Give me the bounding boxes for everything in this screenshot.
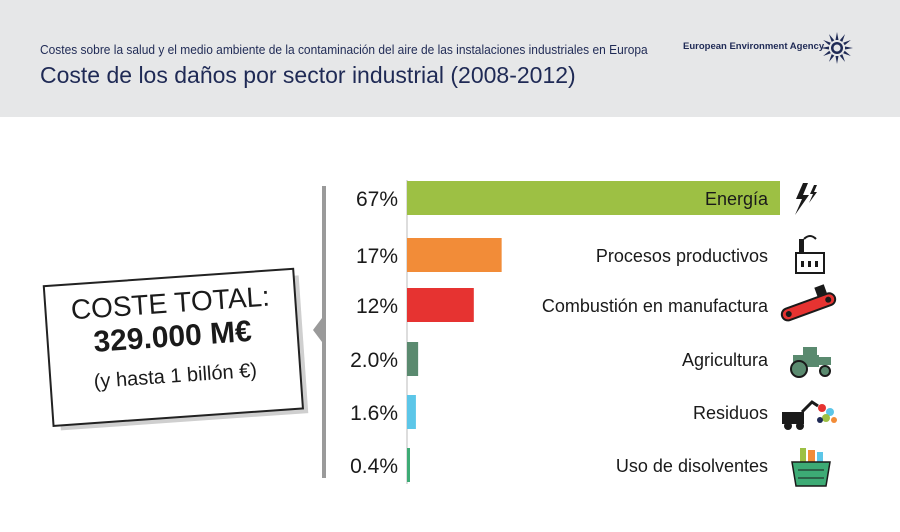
value-label-residuos: 1.6%	[350, 402, 398, 425]
tractor-icon	[790, 347, 831, 378]
solvent-basket-icon	[791, 448, 831, 487]
total-card-frame	[42, 267, 309, 431]
value-label-agricultura: 2.0%	[350, 349, 398, 372]
bar-agricultura	[407, 342, 419, 376]
bar-procesos	[407, 238, 502, 272]
bar-residuos	[407, 395, 416, 429]
factory-icon	[795, 235, 825, 274]
value-label-procesos: 17%	[356, 245, 398, 268]
lightning-icon	[795, 183, 817, 215]
header: Costes sobre la salud y el medio ambient…	[0, 0, 900, 117]
bar-combustion	[407, 288, 474, 322]
page-subtitle: Costes sobre la salud y el medio ambient…	[40, 42, 648, 57]
value-label-energia: 67%	[356, 188, 398, 211]
conveyor-icon	[780, 284, 837, 322]
category-label-combustion: Combustión en manufactura	[542, 296, 769, 316]
agency-name: European Environment Agency	[683, 41, 825, 52]
total-cost-card: COSTE TOTAL: 329.000 M€ (y hasta 1 billó…	[28, 262, 318, 432]
category-label-residuos: Residuos	[693, 403, 768, 423]
category-label-disolventes: Uso de disolventes	[616, 456, 768, 476]
value-label-disolventes: 0.4%	[350, 455, 398, 478]
bar-energia	[407, 181, 780, 215]
category-label-energia: Energía	[705, 189, 769, 209]
category-label-procesos: Procesos productivos	[596, 246, 768, 266]
value-label-combustion: 12%	[356, 295, 398, 318]
page-title: Coste de los daños por sector industrial…	[40, 62, 576, 88]
category-label-agricultura: Agricultura	[682, 350, 769, 370]
eea-logo-icon	[821, 32, 853, 64]
waste-loader-icon	[782, 400, 837, 430]
bar-disolventes	[407, 448, 410, 482]
pointer-arrow	[313, 318, 322, 342]
